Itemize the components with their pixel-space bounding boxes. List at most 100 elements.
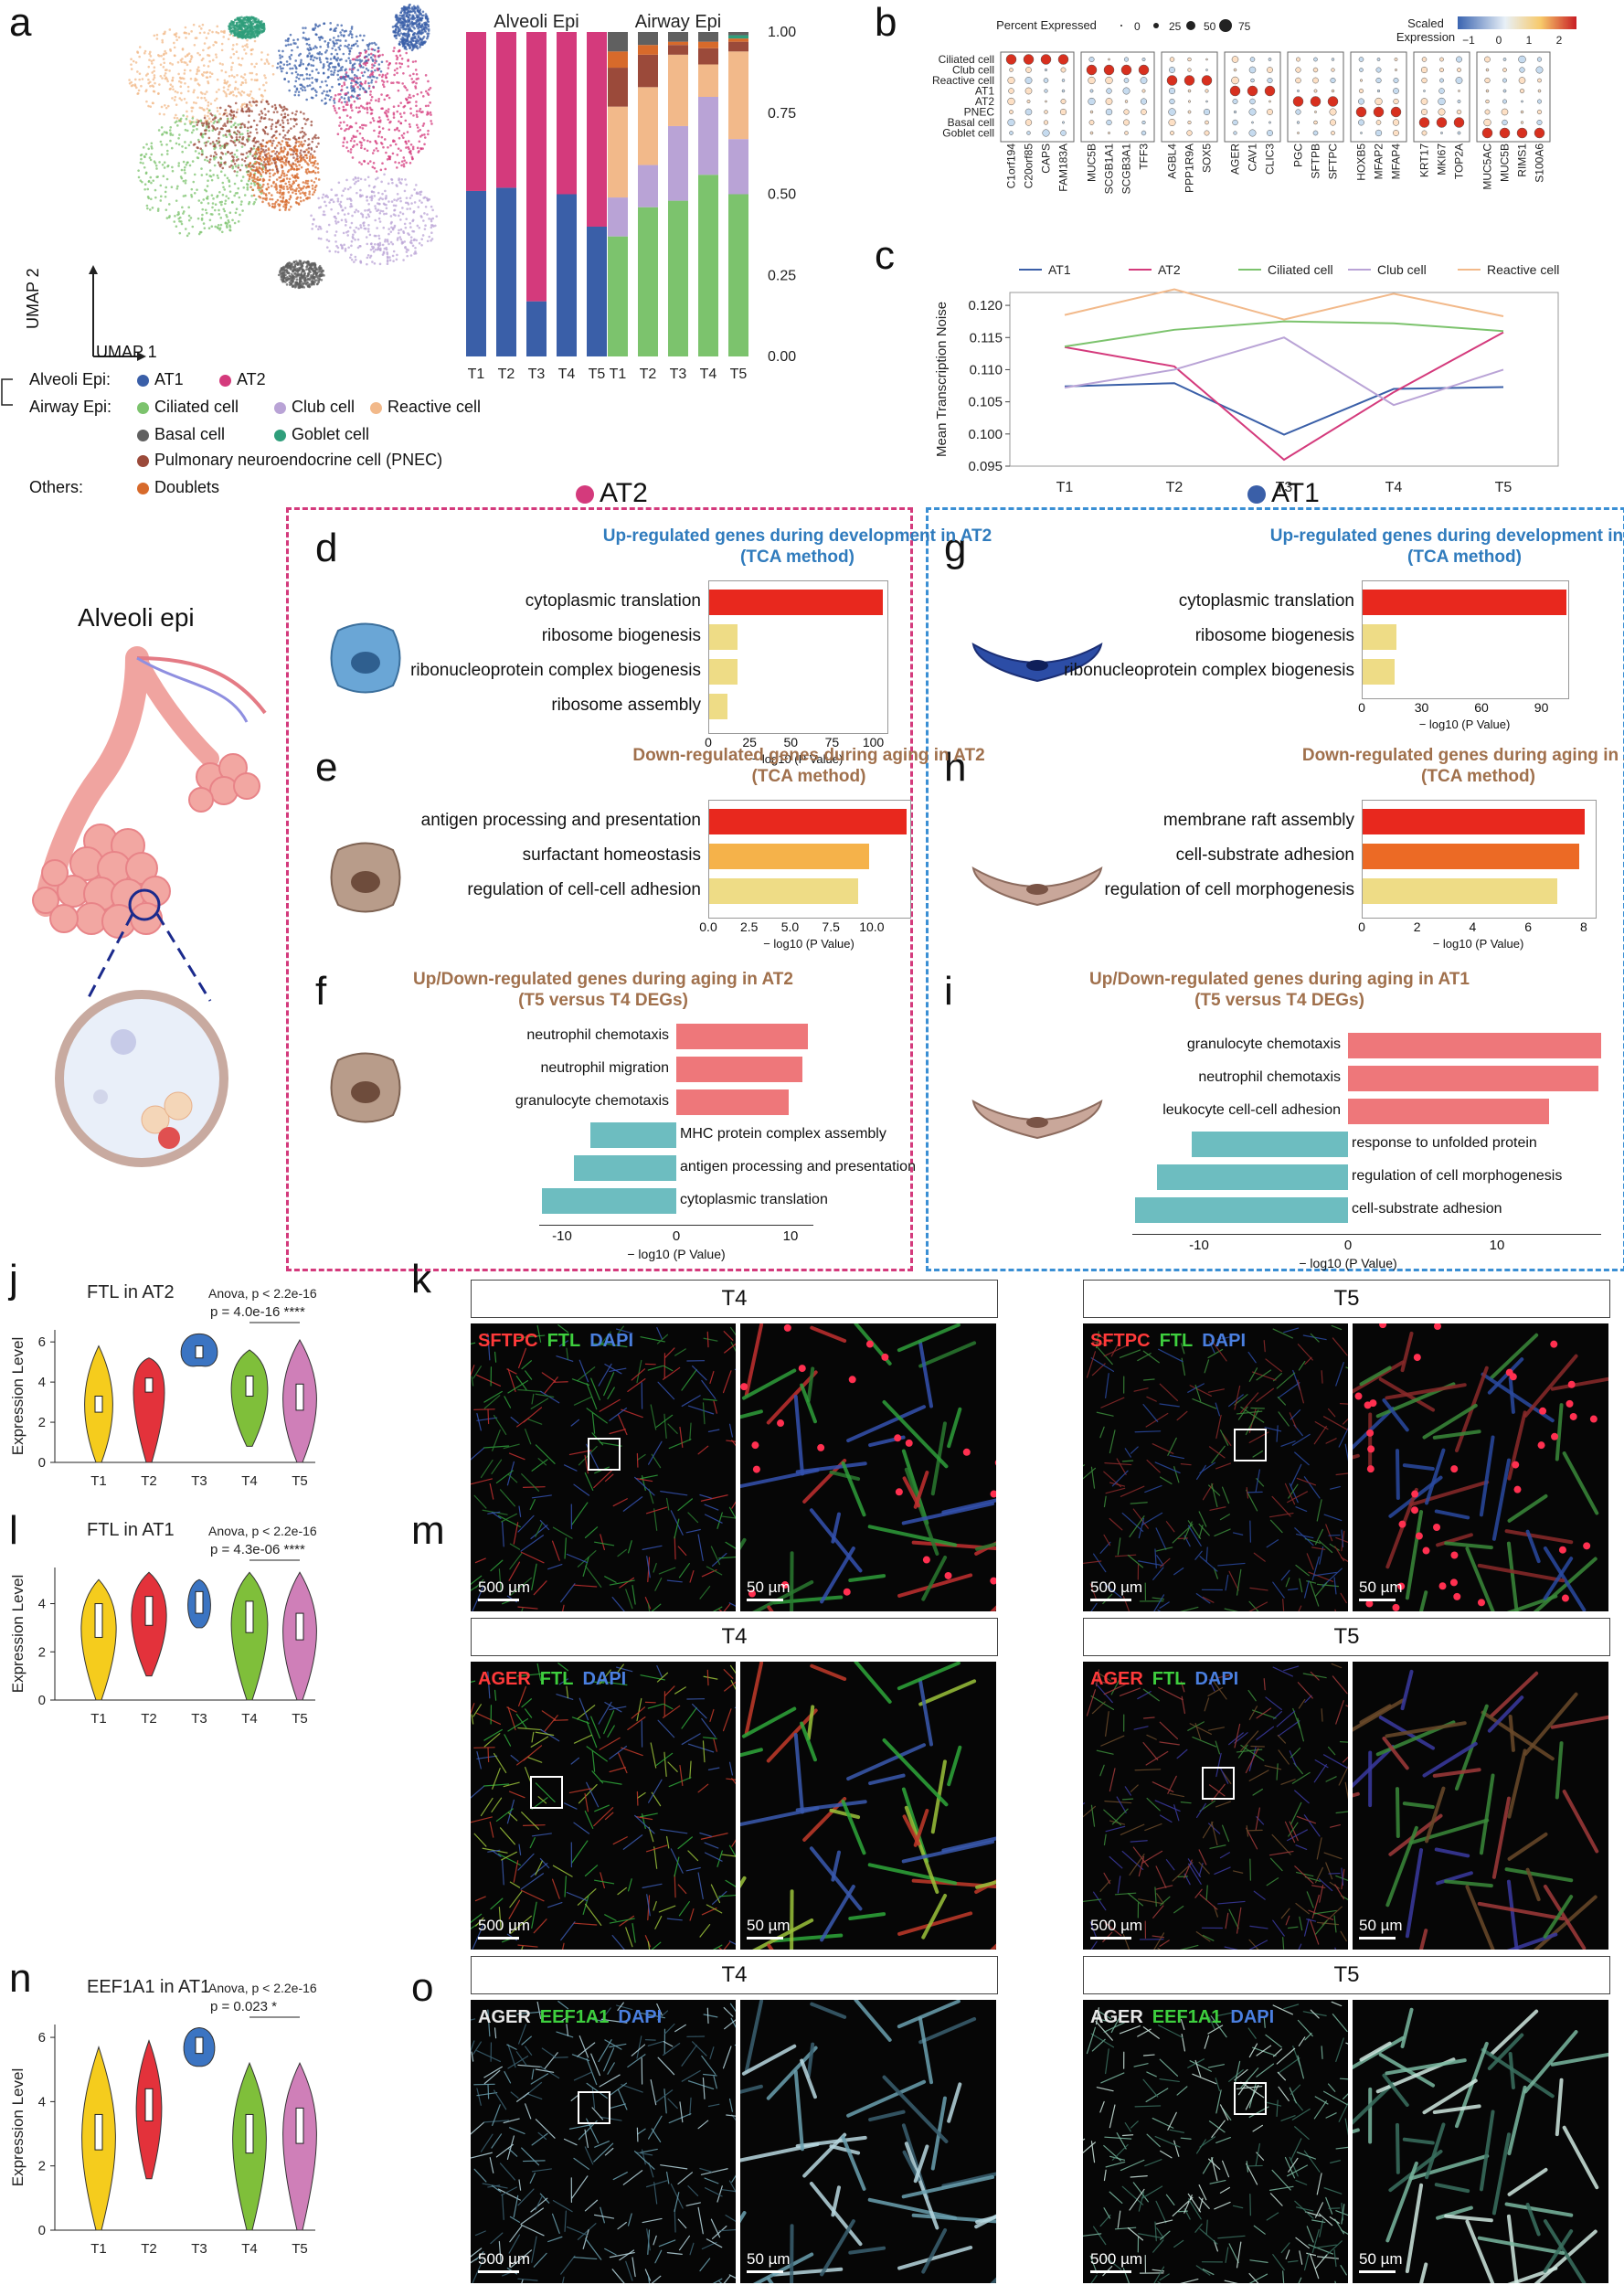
- stacked-bar-segment: [638, 165, 658, 207]
- umap-point: [413, 10, 417, 13]
- umap-point: [384, 167, 387, 171]
- umap-point: [154, 188, 157, 192]
- enrichment-x-tick: 25: [742, 735, 757, 749]
- umap-point: [173, 54, 176, 58]
- umap-point: [409, 197, 412, 199]
- umap-point: [400, 20, 403, 23]
- tissue-stroke: [612, 1498, 628, 1507]
- umap-point: [291, 187, 294, 191]
- umap-point: [175, 113, 177, 117]
- umap-point: [233, 32, 237, 35]
- umap-point: [399, 122, 402, 124]
- umap-point: [299, 282, 302, 284]
- umap-point: [287, 169, 291, 172]
- umap-point: [308, 155, 312, 158]
- umap-point: [297, 77, 301, 80]
- tissue-stroke: [535, 1444, 556, 1464]
- umap-point: [336, 220, 340, 224]
- umap-point: [354, 238, 356, 241]
- umap-point: [218, 119, 220, 122]
- umap-point: [196, 66, 200, 69]
- umap-point: [246, 46, 249, 48]
- umap-point: [236, 149, 239, 152]
- umap-point: [356, 39, 359, 43]
- umap-point: [305, 77, 309, 80]
- dotplot-dot: [1233, 131, 1237, 135]
- umap-point: [384, 189, 387, 193]
- y-tick-label: 0.25: [768, 268, 796, 283]
- umap-point: [419, 46, 421, 48]
- umap-point: [396, 58, 398, 61]
- umap-point: [219, 170, 223, 174]
- umap-point: [311, 81, 313, 84]
- tissue-stroke: [609, 1429, 626, 1435]
- umap-point: [412, 72, 415, 76]
- umap-point: [233, 122, 237, 125]
- dotplot-dot: [1421, 77, 1428, 84]
- umap-point: [411, 218, 415, 222]
- tissue-stroke: [728, 1423, 734, 1438]
- umap-point: [382, 202, 386, 206]
- dotplot-dot: [1186, 130, 1193, 136]
- umap-point: [422, 27, 426, 31]
- umap-point: [252, 202, 255, 206]
- umap-point: [323, 22, 325, 26]
- umap-point: [269, 197, 271, 201]
- umap-point: [364, 81, 366, 85]
- dotplot-dot: [1247, 85, 1258, 97]
- violin-x-label: T3: [191, 1711, 207, 1727]
- dotplot-dot: [1438, 108, 1446, 116]
- umap-point: [286, 131, 290, 134]
- umap-point: [305, 260, 309, 264]
- dotplot-dot: [1108, 132, 1110, 134]
- tissue-stroke: [710, 1546, 721, 1566]
- umap-point: [306, 162, 309, 165]
- umap-point: [231, 44, 235, 47]
- umap-point: [232, 110, 236, 113]
- umap-point: [261, 177, 265, 181]
- umap-point: [298, 136, 301, 140]
- umap-point: [257, 183, 260, 186]
- umap-point: [214, 203, 218, 207]
- tissue-stroke: [475, 1578, 484, 1589]
- umap-point: [355, 106, 358, 109]
- umap-point: [220, 203, 223, 207]
- at2-aged-cell-icon-2: [330, 1052, 401, 1123]
- umap-point: [200, 201, 203, 205]
- dotplot-dot: [1502, 89, 1507, 93]
- umap-point: [371, 63, 374, 66]
- umap-point: [366, 101, 369, 105]
- umap-point: [252, 175, 256, 179]
- umap-point: [256, 27, 260, 30]
- umap-point: [219, 30, 223, 33]
- umap-point: [266, 60, 269, 63]
- umap-point: [191, 106, 195, 110]
- dotplot-dot: [1439, 57, 1444, 62]
- umap-point: [336, 69, 340, 73]
- umap-point: [369, 56, 373, 59]
- umap-point: [432, 225, 435, 228]
- dotplot-dot: [1044, 68, 1048, 72]
- umap-point: [317, 71, 320, 75]
- dotplot-dot: [1231, 76, 1239, 85]
- umap-point: [338, 48, 342, 51]
- umap-point: [362, 88, 366, 90]
- umap-point: [304, 186, 308, 189]
- umap-point: [294, 42, 297, 45]
- umap-point: [350, 199, 353, 202]
- umap-point: [247, 121, 250, 123]
- umap-point: [150, 181, 153, 185]
- umap-point: [216, 25, 219, 28]
- umap-point: [402, 13, 406, 16]
- enrichment-term: antigen processing and presentation: [420, 811, 701, 830]
- enrichment-panel-d: Up-regulated genes during development in…: [302, 526, 992, 766]
- umap-point: [366, 228, 370, 230]
- tissue-stroke: [644, 1597, 652, 1610]
- dotplot-dot: [1059, 108, 1067, 116]
- umap-point: [317, 36, 321, 39]
- umap-point: [392, 81, 395, 84]
- enrichment-term: ribonucleoprotein complex biogenesis: [1064, 661, 1354, 680]
- at1-section-header: AT1: [1247, 478, 1320, 509]
- umap-point: [402, 136, 405, 139]
- umap-point: [148, 156, 152, 159]
